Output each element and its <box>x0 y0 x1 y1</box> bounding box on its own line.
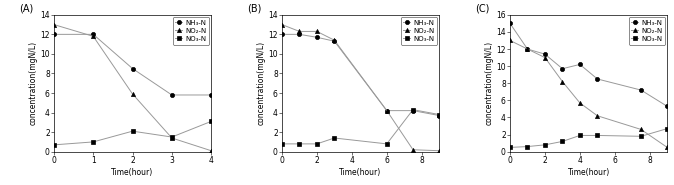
Legend: NH₃-N, NO₂-N, NO₃-N: NH₃-N, NO₂-N, NO₃-N <box>400 17 437 45</box>
NO₃-N <box>524 145 532 148</box>
NO₂-N <box>637 128 645 131</box>
NH₃-N <box>207 94 215 96</box>
NO₂-N <box>435 150 443 152</box>
Line: NO₃-N: NO₃-N <box>52 119 213 147</box>
NH₃-N <box>558 68 566 70</box>
Line: NH₃-N: NH₃-N <box>508 21 669 108</box>
NO₂-N <box>313 30 321 33</box>
NO₂-N <box>593 115 601 117</box>
NH₃-N <box>409 110 417 112</box>
NH₃-N <box>383 110 391 112</box>
NO₃-N <box>435 113 443 116</box>
NO₂-N <box>295 30 303 33</box>
NO₂-N <box>207 150 215 152</box>
Line: NO₃-N: NO₃-N <box>280 107 441 146</box>
Line: NH₃-N: NH₃-N <box>52 32 213 97</box>
NO₃-N <box>663 127 671 130</box>
Text: (A): (A) <box>20 4 34 14</box>
NO₂-N <box>663 146 671 149</box>
NO₂-N <box>50 23 58 26</box>
Legend: NH₃-N, NO₂-N, NO₃-N: NH₃-N, NO₂-N, NO₃-N <box>629 17 665 45</box>
Y-axis label: concentration(mgN/L): concentration(mgN/L) <box>28 41 37 125</box>
Line: NO₂-N: NO₂-N <box>280 23 441 153</box>
NO₃-N <box>593 134 601 137</box>
NO₃-N <box>558 140 566 142</box>
NO₃-N <box>409 109 417 111</box>
NO₂-N <box>524 48 532 50</box>
X-axis label: Time(hour): Time(hour) <box>568 168 610 177</box>
Line: NO₃-N: NO₃-N <box>508 127 669 149</box>
Line: NO₂-N: NO₂-N <box>52 23 213 153</box>
NO₃-N <box>89 141 97 143</box>
NO₃-N <box>50 144 58 146</box>
X-axis label: Time(hour): Time(hour) <box>111 168 154 177</box>
NO₃-N <box>278 143 286 145</box>
NH₃-N <box>663 105 671 107</box>
NO₂-N <box>506 39 514 42</box>
NO₂-N <box>383 110 391 112</box>
NH₃-N <box>313 36 321 38</box>
NO₂-N <box>409 149 417 151</box>
Line: NO₂-N: NO₂-N <box>508 38 669 149</box>
NO₂-N <box>278 23 286 26</box>
NO₃-N <box>207 120 215 122</box>
NO₂-N <box>168 137 176 139</box>
Line: NH₃-N: NH₃-N <box>280 32 441 118</box>
NH₃-N <box>295 33 303 36</box>
NH₃-N <box>50 33 58 36</box>
NO₃-N <box>383 143 391 145</box>
Text: (C): (C) <box>475 4 490 14</box>
NO₃-N <box>541 144 549 146</box>
NH₃-N <box>330 40 338 42</box>
NH₃-N <box>637 89 645 91</box>
NO₂-N <box>558 80 566 83</box>
X-axis label: Time(hour): Time(hour) <box>340 168 381 177</box>
NO₂-N <box>541 56 549 59</box>
NO₃-N <box>129 130 137 132</box>
NH₃-N <box>541 53 549 55</box>
NO₃-N <box>637 135 645 137</box>
Y-axis label: concentration(mgN/L): concentration(mgN/L) <box>485 41 493 125</box>
NH₃-N <box>593 78 601 80</box>
NH₃-N <box>506 22 514 24</box>
NH₃-N <box>129 68 137 70</box>
NH₃-N <box>89 33 97 36</box>
NO₃-N <box>330 137 338 139</box>
NH₃-N <box>168 94 176 96</box>
NO₂-N <box>576 102 584 104</box>
NO₃-N <box>576 134 584 137</box>
NO₃-N <box>506 146 514 149</box>
NH₃-N <box>524 48 532 50</box>
NO₂-N <box>89 35 97 37</box>
Text: (B): (B) <box>247 4 262 14</box>
NH₃-N <box>576 63 584 65</box>
NO₃-N <box>295 143 303 145</box>
NH₃-N <box>435 114 443 117</box>
Legend: NH₃-N, NO₂-N, NO₃-N: NH₃-N, NO₂-N, NO₃-N <box>173 17 209 45</box>
Y-axis label: concentration(mgN/L): concentration(mgN/L) <box>256 41 266 125</box>
NO₃-N <box>313 143 321 145</box>
NO₃-N <box>168 136 176 138</box>
NH₃-N <box>278 33 286 36</box>
NO₂-N <box>129 93 137 95</box>
NO₂-N <box>330 39 338 41</box>
